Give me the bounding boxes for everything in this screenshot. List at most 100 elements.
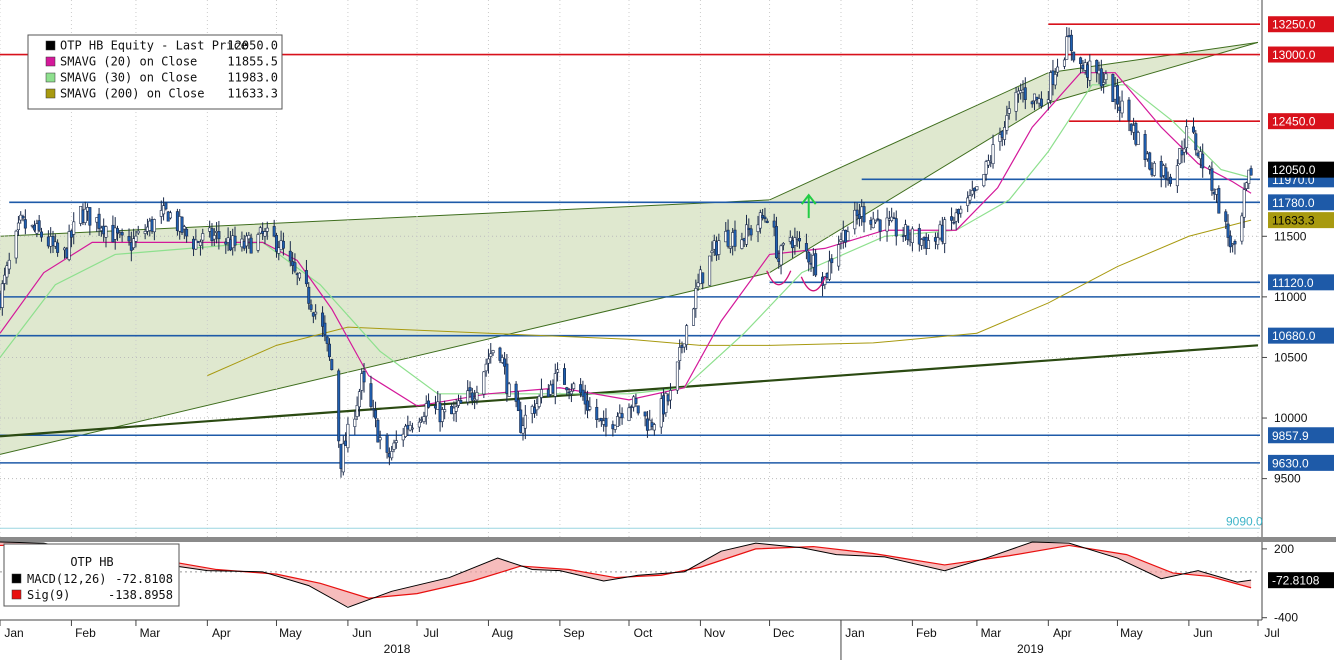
candle — [519, 409, 523, 433]
candle — [1005, 115, 1009, 131]
candle — [984, 161, 988, 175]
candle — [1065, 36, 1069, 60]
candle — [774, 226, 778, 259]
candle — [1003, 127, 1007, 140]
candle — [288, 250, 292, 262]
candle — [936, 237, 940, 245]
candle — [943, 219, 947, 244]
candle — [634, 398, 638, 404]
candle — [1079, 57, 1083, 65]
level-label-box — [1268, 454, 1334, 471]
candle — [136, 230, 140, 234]
candle — [701, 272, 705, 284]
candle — [134, 235, 138, 242]
main-plot: 9500 10000 10500 11000 11500 13250.0 13000.0 12… — [0, 0, 1336, 620]
candle — [1095, 59, 1099, 73]
candle — [1240, 215, 1244, 242]
candle — [1210, 168, 1214, 191]
candle — [797, 238, 801, 242]
candle — [443, 409, 447, 413]
candle — [871, 218, 875, 229]
candle — [1069, 34, 1073, 52]
candle — [505, 363, 509, 394]
signal-line — [0, 543, 1252, 599]
candle — [1164, 167, 1168, 179]
level-label-box — [1268, 16, 1334, 33]
value-tag: 11633.3 — [1272, 214, 1315, 228]
candle — [424, 403, 428, 417]
candle — [272, 226, 276, 237]
candle — [321, 312, 325, 327]
candle — [793, 237, 797, 246]
candle — [749, 228, 753, 236]
legend-swatch — [45, 72, 56, 83]
candle — [265, 227, 269, 232]
candle — [341, 443, 345, 473]
candle — [613, 425, 617, 430]
candle — [376, 419, 380, 443]
candle — [1249, 168, 1253, 176]
candle — [422, 416, 426, 422]
candle — [620, 413, 624, 419]
candle — [371, 408, 375, 411]
level-label-box — [1268, 427, 1334, 444]
candle — [309, 304, 313, 310]
legend-label: SMAVG (200) on Close — [60, 87, 205, 101]
candle — [892, 217, 896, 220]
candle — [440, 409, 444, 422]
candle — [906, 225, 910, 240]
candle — [378, 437, 382, 441]
candle — [56, 242, 60, 253]
trendline — [0, 344, 1259, 438]
candle — [88, 207, 92, 226]
candle — [274, 235, 278, 252]
x-tick-label: May — [279, 626, 302, 640]
candle — [1168, 176, 1172, 184]
candle — [846, 231, 850, 241]
candle — [539, 389, 543, 398]
x-tick-label: Jan — [4, 626, 23, 640]
candle — [72, 221, 76, 235]
candle — [247, 235, 251, 240]
x-tick-label: Jan — [845, 626, 864, 640]
candle — [586, 400, 590, 411]
candle — [182, 226, 186, 230]
macd-legend: OTP HB MACD(12,26) -72.8108 Sig(9) -138.8958 — [3, 543, 180, 607]
candle — [1056, 66, 1060, 73]
candle — [277, 247, 281, 254]
candle — [466, 390, 470, 403]
candle — [991, 144, 995, 165]
legend-label: SMAVG (30) on Close — [60, 71, 197, 85]
candle — [1152, 162, 1156, 176]
candle — [588, 406, 592, 410]
candle — [516, 399, 520, 412]
candle — [503, 358, 507, 367]
level-label: 10680.0 — [1272, 329, 1316, 343]
candle — [1143, 133, 1147, 160]
candle — [104, 226, 108, 238]
candle — [1175, 165, 1179, 187]
candle — [1247, 169, 1251, 184]
candle — [385, 434, 389, 453]
candle — [553, 373, 557, 397]
annotation-curve — [800, 276, 826, 292]
macd-legend-title: OTP HB — [70, 555, 113, 569]
x-tick-label: Feb — [75, 626, 96, 640]
candle — [572, 383, 576, 389]
candle — [579, 384, 583, 394]
candle — [337, 370, 341, 442]
candle — [708, 255, 712, 286]
x-tick-label: Jun — [352, 626, 371, 640]
candle — [1226, 223, 1230, 238]
candle — [855, 209, 859, 216]
candle — [194, 239, 198, 250]
candle — [627, 407, 631, 421]
candle — [1228, 235, 1232, 248]
candle — [417, 421, 421, 428]
candle — [1039, 98, 1043, 107]
candle — [468, 387, 472, 392]
candle — [565, 387, 569, 391]
candle — [830, 258, 834, 264]
candle — [678, 347, 682, 361]
legend-swatch — [45, 56, 56, 67]
